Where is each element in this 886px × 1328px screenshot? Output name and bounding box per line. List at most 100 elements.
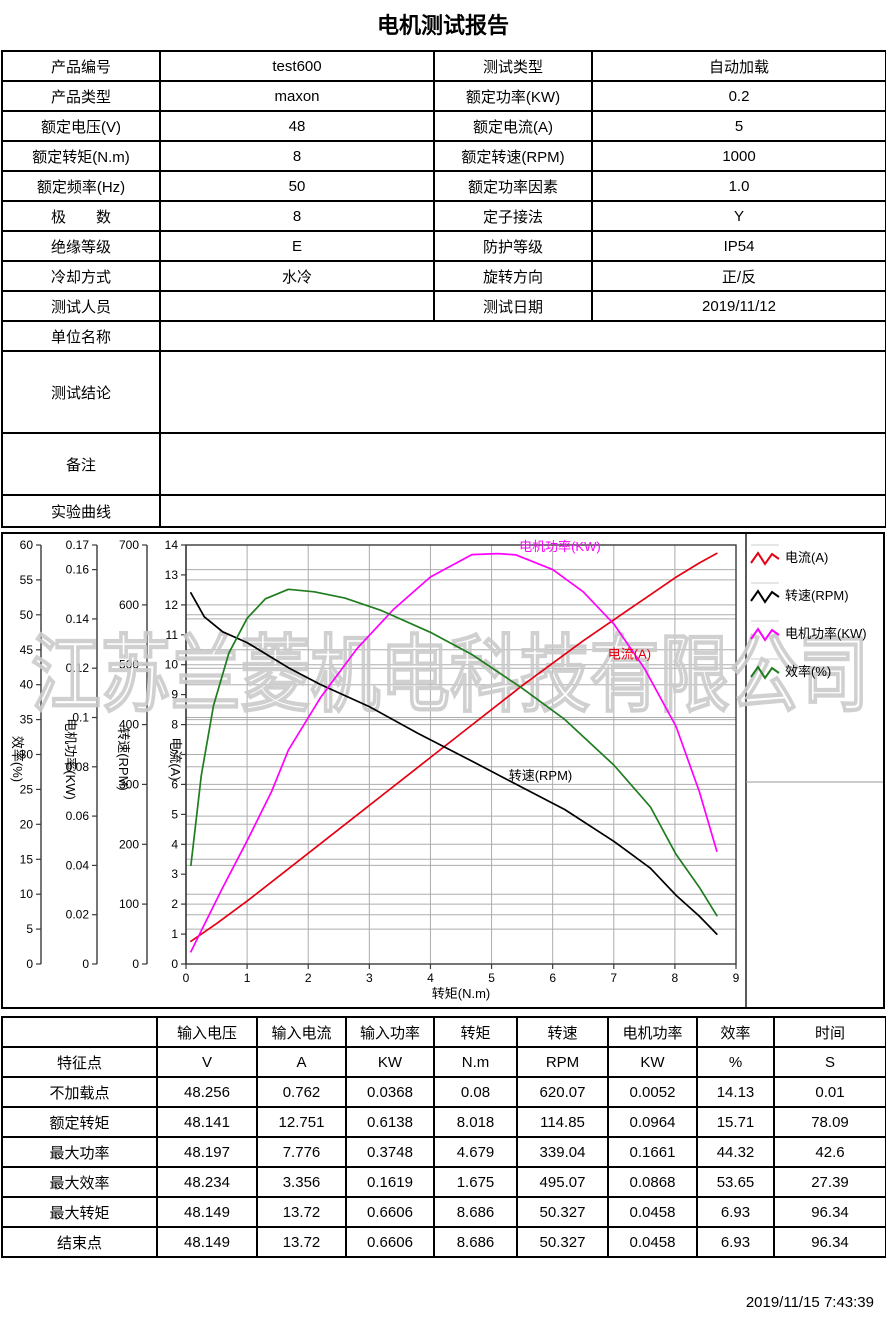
curve-label: 转速(RPM) [509, 768, 573, 783]
curve [190, 592, 718, 935]
results-value-cell: 53.65 [696, 1166, 775, 1198]
results-value-cell: 78.09 [773, 1106, 886, 1138]
info-value-cell: E [159, 230, 435, 262]
info-label-cell: 定子接法 [433, 200, 593, 232]
svg-text:9: 9 [733, 971, 740, 985]
table-row: 测试结论 [1, 350, 886, 434]
results-value-cell: 15.71 [696, 1106, 775, 1138]
svg-text:2: 2 [171, 897, 178, 911]
results-value-cell: 0.6606 [345, 1196, 435, 1228]
results-value-cell: 6.93 [696, 1226, 775, 1258]
info-label-cell: 产品编号 [1, 50, 161, 82]
info-label-cell: 产品类型 [1, 80, 161, 112]
curve [190, 552, 718, 943]
results-value-cell: 0.6138 [345, 1106, 435, 1138]
results-value-cell: 7.776 [256, 1136, 347, 1168]
results-header-cell: RPM [516, 1046, 609, 1078]
svg-text:700: 700 [119, 538, 139, 552]
table-row: 备注 [1, 432, 886, 496]
svg-text:0.17: 0.17 [66, 538, 90, 552]
info-label-cell: 测试日期 [433, 290, 593, 322]
results-value-cell: 0.762 [256, 1076, 347, 1108]
results-header-cell: A [256, 1046, 347, 1078]
svg-text:45: 45 [20, 643, 34, 657]
series-curves [190, 552, 718, 953]
results-value-cell: 0.1619 [345, 1166, 435, 1198]
info-label-cell: 额定功率因素 [433, 170, 593, 202]
table-row: 额定转矩 48.141 12.751 0.6138 8.018 114.85 0.0964 1… [1, 1106, 886, 1138]
info-label-cell: 测试结论 [1, 350, 161, 434]
svg-text:40: 40 [20, 678, 34, 692]
results-header-row: 特征点 V A KW N.m RPM KW% S [1, 1046, 886, 1078]
svg-text:4: 4 [171, 837, 178, 851]
print-timestamp: 2019/11/15 7:43:39 [745, 1294, 874, 1311]
info-value-cell: 5 [591, 110, 886, 142]
results-value-cell: 8.686 [433, 1226, 518, 1258]
svg-text:25: 25 [20, 782, 34, 796]
svg-text:1: 1 [171, 927, 178, 941]
info-value-cell: 50 [159, 170, 435, 202]
info-label-cell: 额定电流(A) [433, 110, 593, 142]
results-value-cell: 44.32 [696, 1136, 775, 1168]
svg-text:0.06: 0.06 [66, 809, 90, 823]
results-header-cell: 时间 [773, 1016, 886, 1048]
info-value-cell: 自动加载 [591, 50, 886, 82]
table-row: 不加载点 48.256 0.762 0.0368 0.08 620.07 0.0052 14.… [1, 1076, 886, 1108]
info-label-cell: 旋转方向 [433, 260, 593, 292]
svg-text:300: 300 [119, 777, 139, 791]
y-axis-title: 效率(%) [10, 736, 25, 782]
results-header-cell: 效率 [696, 1016, 775, 1048]
table-row: 额定转矩(N.m) 8 额定转速(RPM) 1000 [1, 140, 886, 172]
svg-text:14: 14 [165, 538, 179, 552]
info-label-cell: 绝缘等级 [1, 230, 161, 262]
table-row: 产品编号 test600 测试类型 自动加载 [1, 50, 886, 82]
svg-text:5: 5 [26, 922, 33, 936]
results-header-cell: 输入电流 [256, 1016, 347, 1048]
results-header-cell: 输入电压 [156, 1016, 258, 1048]
svg-text:0.12: 0.12 [66, 661, 90, 675]
table-row: 最大效率 48.234 3.356 0.1619 1.675 495.07 0.0868 53… [1, 1166, 886, 1198]
info-value-cell: 正/反 [591, 260, 886, 292]
table-row: 冷却方式 水冷 旋转方向 正/反 [1, 260, 886, 292]
results-header-cell: 转矩 [433, 1016, 518, 1048]
chart-legend: 电流(A) 转速(RPM) 电机功率(KW) 效率(%) [750, 544, 867, 680]
svg-text:8: 8 [171, 718, 178, 732]
info-value-cell [159, 432, 886, 496]
table-row: 最大转矩 48.149 13.72 0.6606 8.686 50.327 0.0458 6.… [1, 1196, 886, 1228]
results-value-cell: 620.07 [516, 1076, 609, 1108]
svg-text:500: 500 [119, 658, 139, 672]
svg-text:0.1: 0.1 [72, 711, 89, 725]
svg-text:0.08: 0.08 [66, 760, 90, 774]
info-value-cell: test600 [159, 50, 435, 82]
results-value-cell: 12.751 [256, 1106, 347, 1138]
results-value-cell: 495.07 [516, 1166, 609, 1198]
feature-point-label: 不加载点 [1, 1076, 158, 1108]
svg-text:0.14: 0.14 [66, 612, 90, 626]
results-value-cell: 0.0052 [607, 1076, 698, 1108]
results-value-cell: 0.0458 [607, 1196, 698, 1228]
results-table: 输入电压 输入电流 输入功率 转矩 转速 电机功率 效率 时间 特征点 V A KW N.m RPM KW%… [1, 1016, 886, 1258]
curve-label: 电机功率(KW) [519, 539, 601, 554]
y-axes: 051015202530354045505560效率(%)00.020.040.… [10, 538, 187, 971]
results-header-cell: 电机功率 [607, 1016, 698, 1048]
svg-text:7: 7 [171, 748, 178, 762]
x-axis-title: 转矩(N.m) [432, 986, 491, 1001]
results-value-cell: 6.93 [696, 1196, 775, 1228]
info-label-cell: 极 数 [1, 200, 161, 232]
svg-text:0: 0 [132, 957, 139, 971]
info-value-cell [159, 320, 886, 352]
info-value-cell: maxon [159, 80, 435, 112]
svg-text:6: 6 [549, 971, 556, 985]
report-title: 电机测试报告 [376, 13, 509, 38]
feature-point-label: 最大转矩 [1, 1196, 158, 1228]
svg-text:30: 30 [20, 748, 34, 762]
motor-test-report: 电机测试报告 产品编号 test600 测试类型 自动加载 产品类型 maxon 额定功率(… [0, 8, 886, 1311]
svg-text:55: 55 [20, 573, 34, 587]
info-value-cell [159, 494, 886, 528]
svg-text:6: 6 [171, 777, 178, 791]
feature-point-label: 结束点 [1, 1226, 158, 1258]
info-label-cell: 防护等级 [433, 230, 593, 262]
info-value-cell: 0.2 [591, 80, 886, 112]
feature-point-label: 最大功率 [1, 1136, 158, 1168]
table-row: 额定频率(Hz) 50 额定功率因素 1.0 [1, 170, 886, 202]
